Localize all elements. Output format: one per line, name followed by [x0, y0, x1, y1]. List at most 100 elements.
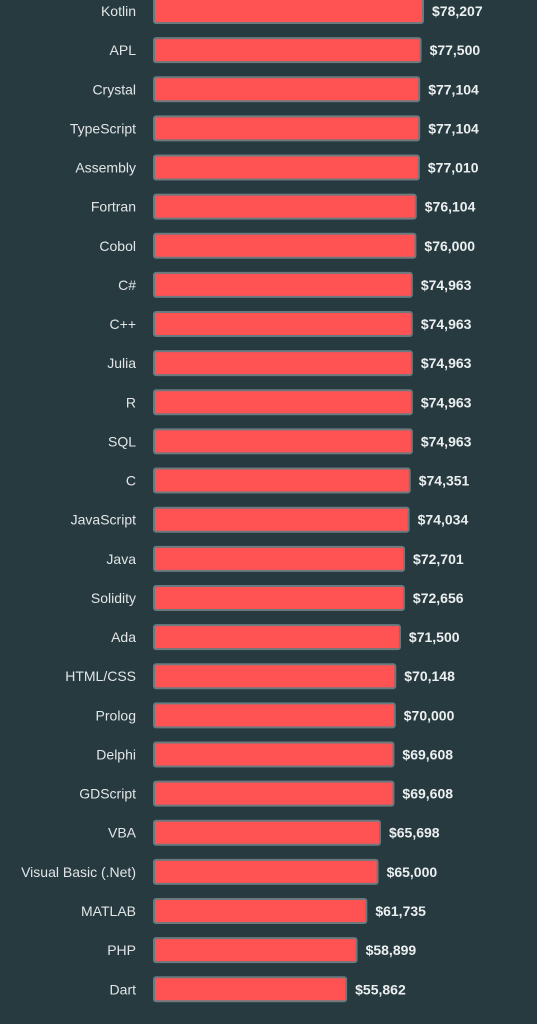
bar — [153, 584, 405, 611]
bar-row: Kotlin $78,207 — [101, 0, 483, 24]
bar-row: Java $72,701 — [106, 545, 464, 572]
bar-row: Crystal $77,104 — [92, 76, 479, 103]
bar — [153, 819, 381, 846]
category-label: GDScript — [79, 786, 136, 802]
bar-row: Assembly $77,010 — [75, 154, 479, 181]
value-label: $74,963 — [421, 433, 472, 449]
category-label: C — [126, 473, 136, 489]
category-label: Julia — [107, 355, 136, 371]
category-label: Kotlin — [101, 3, 136, 19]
bar — [153, 311, 413, 338]
value-label: $61,735 — [375, 903, 426, 919]
bar-row: TypeScript $77,104 — [70, 115, 479, 142]
bar-row: Ada $71,500 — [111, 624, 460, 651]
bar — [153, 271, 413, 298]
bar-row: JavaScript $74,034 — [71, 506, 469, 533]
bar-row: C $74,351 — [126, 467, 470, 494]
bar-row: MATLAB $61,735 — [81, 897, 426, 924]
category-label: Visual Basic (.Net) — [21, 864, 136, 880]
bar-row: HTML/CSS $70,148 — [65, 663, 455, 690]
value-label: $65,698 — [389, 825, 440, 841]
bar — [153, 897, 368, 924]
bar — [153, 76, 421, 103]
bar-row: Fortran $76,104 — [91, 193, 476, 220]
value-label: $58,899 — [366, 942, 417, 958]
bar — [153, 663, 397, 690]
category-label: HTML/CSS — [65, 668, 136, 684]
bar-row: Julia $74,963 — [107, 350, 472, 377]
value-label: $76,104 — [425, 199, 476, 215]
value-label: $55,862 — [355, 981, 406, 997]
category-label: Solidity — [91, 590, 136, 606]
category-label: MATLAB — [81, 903, 136, 919]
category-label: JavaScript — [71, 512, 136, 528]
value-label: $72,656 — [413, 590, 464, 606]
bar-row: Solidity $72,656 — [91, 584, 464, 611]
category-label: Crystal — [92, 81, 136, 97]
value-label: $72,701 — [413, 551, 464, 567]
category-label: VBA — [108, 825, 137, 841]
bar — [153, 545, 406, 572]
bar-row: Delphi $69,608 — [96, 741, 453, 768]
bar — [153, 428, 413, 455]
bar — [153, 937, 358, 964]
bar-row: R $74,963 — [126, 389, 472, 416]
category-label: C# — [118, 277, 136, 293]
bar-row: VBA $65,698 — [108, 819, 440, 846]
category-label: Java — [106, 551, 136, 567]
bar-row: SQL $74,963 — [108, 428, 472, 455]
bar — [153, 858, 379, 885]
bar — [153, 115, 421, 142]
category-label: TypeScript — [70, 120, 136, 136]
category-label: PHP — [107, 942, 136, 958]
bar — [153, 506, 410, 533]
bar — [153, 624, 401, 651]
category-label: Prolog — [96, 707, 136, 723]
bar — [153, 389, 413, 416]
bar-row: Visual Basic (.Net) $65,000 — [21, 858, 437, 885]
value-label: $74,963 — [421, 394, 472, 410]
bar-row: GDScript $69,608 — [79, 780, 453, 807]
bar — [153, 702, 396, 729]
value-label: $71,500 — [409, 629, 460, 645]
value-label: $76,000 — [424, 238, 475, 254]
bar-row: C++ $74,963 — [110, 311, 472, 338]
category-label: Assembly — [75, 160, 136, 176]
value-label: $70,000 — [404, 707, 455, 723]
bar-row: C# $74,963 — [118, 271, 472, 298]
bar — [153, 467, 411, 494]
value-label: $78,207 — [432, 3, 483, 19]
value-label: $74,963 — [421, 277, 472, 293]
category-label: APL — [110, 42, 137, 58]
category-label: SQL — [108, 433, 136, 449]
value-label: $77,500 — [430, 42, 481, 58]
value-label: $69,608 — [402, 786, 453, 802]
bar-row: PHP $58,899 — [107, 937, 417, 964]
category-label: Ada — [111, 629, 136, 645]
value-label: $74,963 — [421, 355, 472, 371]
bar-row: Prolog $70,000 — [96, 702, 455, 729]
bar-row: APL $77,500 — [110, 37, 481, 64]
value-label: $74,351 — [419, 473, 470, 489]
bar-row: Cobol $76,000 — [99, 232, 475, 259]
bar — [153, 741, 395, 768]
value-label: $74,034 — [418, 512, 469, 528]
bar — [153, 232, 417, 259]
value-label: $69,608 — [402, 746, 453, 762]
bar — [153, 37, 422, 64]
bar — [153, 0, 424, 24]
value-label: $77,010 — [428, 160, 479, 176]
category-label: Delphi — [96, 746, 136, 762]
bar — [153, 350, 413, 377]
value-label: $70,148 — [404, 668, 455, 684]
bar — [153, 976, 348, 1003]
value-label: $77,104 — [428, 120, 479, 136]
category-label: Cobol — [99, 238, 136, 254]
category-label: Dart — [110, 981, 137, 997]
bar — [153, 780, 395, 807]
value-label: $77,104 — [428, 81, 479, 97]
category-label: R — [126, 394, 136, 410]
bar — [153, 154, 420, 181]
